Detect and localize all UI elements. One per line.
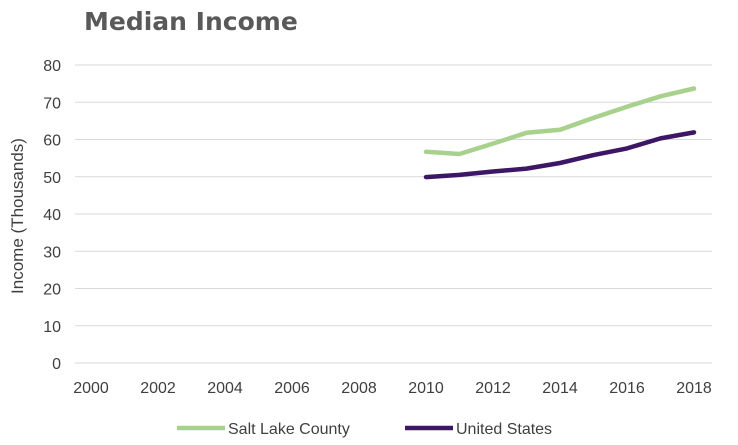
x-axis-ticks: 2000 2002 2004 2006 2008 2010 2012 2014 2016 2018	[73, 380, 712, 397]
y-tick-label: 30	[43, 244, 61, 261]
x-tick-label: 2004	[207, 380, 243, 397]
x-tick-label: 2000	[73, 380, 109, 397]
x-tick-label: 2016	[609, 380, 645, 397]
x-tick-label: 2002	[140, 380, 176, 397]
legend-label-salt-lake-county: Salt Lake County	[228, 421, 350, 438]
y-tick-label: 50	[43, 170, 61, 187]
legend-label-united-states: United States	[456, 421, 552, 438]
series-line-united-states	[423, 130, 697, 180]
y-tick-label: 0	[52, 356, 61, 373]
y-axis-ticks: 0 10 20 30 40 50 60 70 80	[43, 58, 61, 373]
x-tick-label: 2018	[676, 380, 712, 397]
y-tick-label: 80	[43, 58, 61, 75]
x-tick-label: 2014	[542, 380, 578, 397]
chart-title: Median Income	[84, 7, 298, 36]
y-tick-label: 20	[43, 282, 61, 299]
y-tick-label: 10	[43, 319, 61, 336]
series-line-salt-lake-county	[423, 86, 697, 157]
x-tick-label: 2008	[341, 380, 377, 397]
x-tick-label: 2006	[274, 380, 310, 397]
series-lines	[423, 86, 697, 180]
gridlines	[75, 64, 712, 364]
y-axis-title: Income (Thousands)	[8, 138, 27, 294]
y-tick-label: 40	[43, 207, 61, 224]
y-tick-label: 60	[43, 133, 61, 150]
y-tick-label: 70	[43, 95, 61, 112]
x-tick-label: 2010	[408, 380, 444, 397]
x-tick-label: 2012	[475, 380, 511, 397]
legend: Salt Lake County United States	[177, 421, 552, 438]
